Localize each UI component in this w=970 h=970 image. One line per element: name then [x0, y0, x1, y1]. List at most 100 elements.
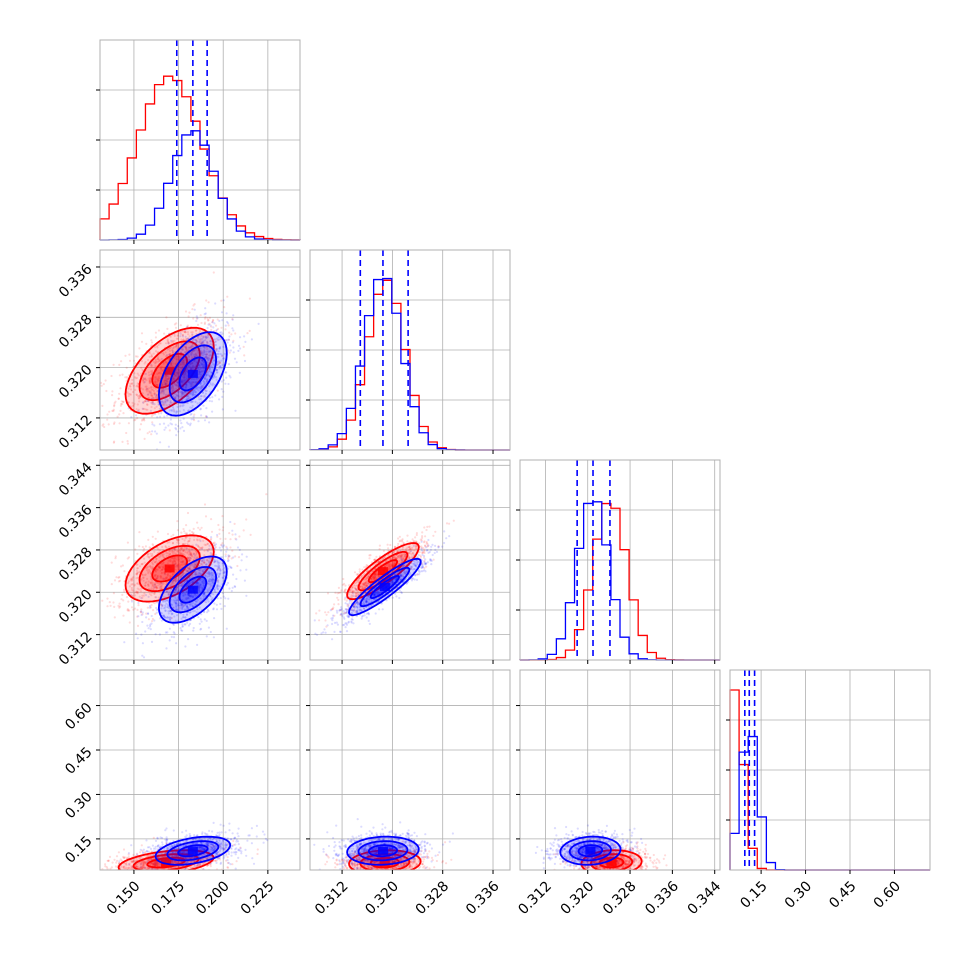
sample-point-b — [190, 381, 193, 384]
sample-point-b — [193, 355, 196, 358]
sample-point-a — [127, 394, 130, 398]
sample-point-b — [218, 365, 221, 368]
sample-point-a — [397, 542, 400, 546]
sample-point-b — [225, 371, 228, 374]
sample-point-b — [220, 388, 223, 391]
sample-point-a — [196, 521, 199, 524]
sample-point-b — [181, 393, 184, 396]
sample-point-a — [242, 345, 245, 348]
sample-point-b — [214, 394, 217, 397]
sample-point-b — [181, 426, 184, 429]
sample-point-a — [142, 379, 145, 382]
sample-point-a — [184, 310, 188, 313]
sample-point-b — [220, 367, 223, 370]
sample-point-a — [221, 529, 224, 532]
sample-point-b — [181, 625, 184, 628]
sample-point-a — [101, 599, 104, 602]
sample-point-a — [156, 346, 159, 349]
sample-point-a — [112, 601, 115, 604]
sample-point-a — [246, 332, 249, 335]
sample-point-a — [156, 383, 159, 386]
sample-point-b — [176, 371, 179, 374]
sample-point-a — [128, 353, 131, 356]
sample-point-b — [205, 373, 208, 376]
sample-point-b — [211, 396, 214, 399]
sample-point-a — [171, 364, 174, 368]
sample-point-b — [202, 336, 205, 339]
sample-point-a — [170, 388, 173, 391]
sample-point-b — [339, 630, 342, 633]
sample-point-b — [201, 359, 204, 362]
sample-point-a — [175, 322, 178, 325]
sample-point-a — [145, 387, 148, 390]
sample-point-b — [228, 374, 231, 377]
sample-point-b — [208, 396, 211, 399]
sample-point-a — [373, 558, 376, 562]
sample-point-a — [172, 388, 175, 391]
sample-point-a — [422, 541, 426, 544]
sample-point-b — [145, 400, 148, 403]
sample-point-a — [199, 339, 202, 342]
sample-point-a — [230, 333, 233, 336]
sample-point-a — [158, 358, 161, 362]
sample-point-a — [200, 352, 203, 355]
sample-point-b — [165, 354, 168, 357]
sample-point-b — [198, 622, 201, 625]
sample-point-b — [192, 418, 195, 421]
sample-point-b — [192, 380, 195, 384]
sample-point-a — [423, 548, 426, 551]
sample-point-b — [181, 348, 184, 351]
sample-point-b — [197, 420, 200, 423]
sample-point-b — [239, 336, 242, 339]
sample-point-a — [181, 359, 185, 362]
sample-point-b — [205, 635, 208, 638]
sample-point-a — [324, 619, 327, 622]
sample-point-a — [181, 392, 185, 395]
sample-point-a — [174, 326, 178, 329]
sample-point-a — [428, 525, 431, 528]
sample-point-a — [207, 370, 210, 373]
sample-point-b — [204, 335, 207, 338]
sample-point-b — [195, 387, 198, 391]
sample-point-b — [238, 548, 241, 552]
sample-point-a — [109, 604, 112, 607]
sample-point-b — [233, 357, 237, 360]
sample-point-b — [227, 338, 230, 341]
sample-point-a — [192, 367, 195, 371]
sample-point-a — [188, 335, 191, 338]
sample-point-b — [165, 382, 168, 385]
sample-point-a — [183, 372, 186, 375]
sample-point-a — [432, 534, 435, 537]
sample-point-a — [156, 384, 159, 387]
sample-point-b — [160, 390, 164, 393]
sample-point-b — [184, 645, 187, 648]
sample-point-b — [211, 321, 214, 324]
sample-point-b — [215, 603, 218, 606]
sample-point-a — [157, 356, 160, 359]
sample-point-a — [164, 382, 167, 385]
sample-point-b — [204, 355, 207, 359]
sample-point-b — [414, 574, 417, 577]
sample-point-a — [233, 522, 236, 526]
sample-point-b — [150, 622, 153, 625]
sample-point-a — [169, 346, 172, 349]
sample-point-a — [173, 339, 176, 342]
sample-point-b — [200, 414, 203, 417]
sample-point-b — [175, 434, 178, 437]
sample-point-b — [231, 586, 234, 589]
sample-point-a — [204, 415, 208, 418]
sample-point-b — [200, 386, 203, 389]
sample-point-a — [156, 372, 159, 375]
sample-point-b — [204, 382, 207, 385]
sample-point-a — [176, 355, 179, 358]
sample-point-a — [234, 332, 237, 335]
sample-point-b — [201, 362, 204, 366]
sample-point-a — [181, 330, 184, 333]
sample-point-a — [176, 334, 179, 337]
sample-point-a — [173, 346, 176, 349]
sample-point-a — [197, 395, 200, 399]
scatter-panel-1-2 — [306, 459, 511, 664]
sample-point-a — [155, 395, 158, 398]
sample-point-a — [126, 391, 129, 394]
sample-point-a — [182, 378, 185, 381]
